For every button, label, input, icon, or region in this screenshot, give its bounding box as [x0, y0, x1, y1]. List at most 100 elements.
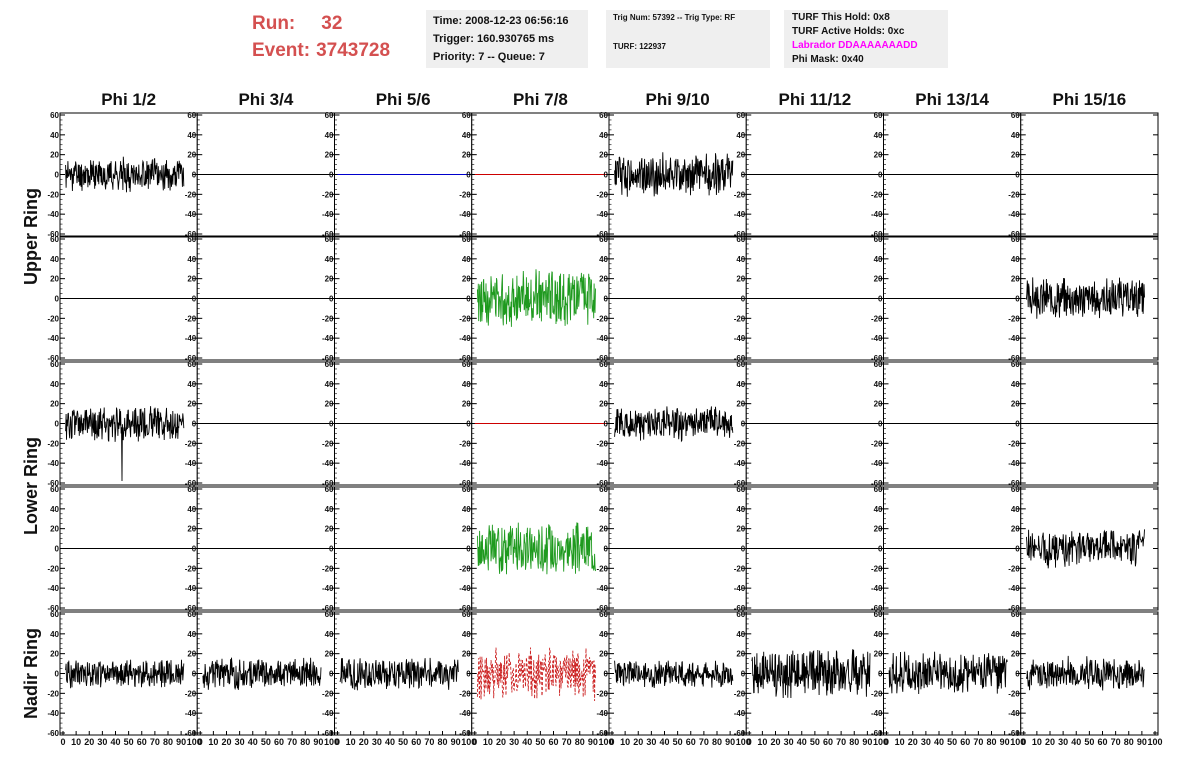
x-tick-label: 10 [483, 737, 493, 747]
y-tick-label: 40 [325, 630, 334, 639]
y-tick-label: -40 [734, 459, 746, 468]
y-tick-label: -40 [322, 210, 334, 219]
y-tick-label: -60 [1008, 230, 1020, 239]
y-tick-label: -40 [185, 459, 197, 468]
event-label: Event: [252, 40, 311, 61]
y-tick-label: -40 [47, 584, 59, 593]
waveform-panel: 60 40 20 0 -20 -40 -60 [1008, 485, 1159, 613]
y-tick-label: -60 [871, 729, 883, 738]
y-tick-label: 20 [1011, 275, 1020, 284]
phi-column-label: Phi 13/14 [915, 90, 989, 109]
x-tick-label: 80 [163, 737, 173, 747]
waveform-panel: 60 40 20 0 -20 -40 -60 [734, 111, 884, 239]
waveform-panel: 60 40 20 0 -20 -40 -60 [459, 360, 610, 488]
y-tick-label: -20 [596, 190, 608, 199]
y-tick-label: 40 [50, 505, 59, 514]
y-tick-label: 40 [736, 630, 745, 639]
x-tick-label: 70 [699, 737, 709, 747]
y-tick-label: 60 [187, 610, 196, 619]
waveform-panel: 60 40 20 0 -20 -40 -60 [322, 235, 473, 363]
y-tick-label: 20 [874, 275, 883, 284]
x-tick-label: 50 [398, 737, 408, 747]
y-tick-label: -40 [596, 709, 608, 718]
x-tick-label: 90 [1137, 737, 1147, 747]
x-tick-label: 90 [862, 737, 872, 747]
waveform-trace [65, 406, 185, 482]
y-tick-label: 0 [741, 171, 746, 180]
y-tick-label: 60 [50, 235, 59, 244]
y-tick-label: -40 [185, 334, 197, 343]
y-tick-label: -40 [596, 210, 608, 219]
y-tick-label: 60 [736, 235, 745, 244]
run-value: 32 [321, 13, 343, 34]
y-tick-label: -20 [459, 439, 471, 448]
y-tick-label: 0 [878, 171, 883, 180]
y-tick-label: 0 [604, 171, 609, 180]
waveform-trace [476, 522, 596, 575]
y-tick-label: -60 [871, 354, 883, 363]
y-tick-label: -60 [185, 479, 197, 488]
waveform-panel: 60 40 20 0 -20 -40 -60 [459, 235, 610, 363]
y-tick-label: 0 [466, 420, 471, 429]
y-tick-label: -20 [47, 439, 59, 448]
x-tick-label: 30 [1058, 737, 1068, 747]
phi-column-label: Phi 3/4 [238, 90, 293, 109]
x-tick-label: 100 [736, 737, 751, 747]
y-tick-label: 60 [187, 485, 196, 494]
y-tick-label: -40 [47, 334, 59, 343]
x-tick-label: 80 [986, 737, 996, 747]
y-tick-label: 20 [1011, 151, 1020, 160]
y-tick-label: -40 [459, 584, 471, 593]
y-tick-label: 20 [874, 400, 883, 409]
y-tick-label: 60 [50, 111, 59, 120]
y-tick-label: -60 [871, 479, 883, 488]
y-tick-label: -40 [1008, 709, 1020, 718]
waveform-panel: 60 40 20 0 -20 -40 -60 [185, 111, 335, 239]
x-tick-label: 30 [509, 737, 519, 747]
waveform-panel: 60 40 20 0 -20 -40 -60 [734, 610, 884, 738]
run-event-display: Run: 32 Event: 3743728 [252, 10, 390, 64]
x-tick-label: 40 [797, 737, 807, 747]
y-tick-label: 0 [604, 670, 609, 679]
y-tick-label: -40 [185, 709, 197, 718]
y-tick-label: 20 [599, 275, 608, 284]
y-tick-label: -60 [185, 604, 197, 613]
y-tick-label: 0 [329, 670, 334, 679]
y-tick-label: -40 [871, 709, 883, 718]
y-tick-label: 20 [599, 525, 608, 534]
waveform-trace [1025, 655, 1145, 691]
y-tick-label: 60 [462, 485, 471, 494]
y-tick-label: -20 [1008, 190, 1020, 199]
y-tick-label: -40 [871, 210, 883, 219]
waveform-panel: 60 40 20 0 -20 -40 -60 [1008, 360, 1159, 488]
y-tick-label: -60 [871, 230, 883, 239]
x-tick-label: 50 [535, 737, 545, 747]
y-tick-label: -60 [734, 479, 746, 488]
y-tick-label: 40 [325, 505, 334, 514]
waveform-panel: 60 40 20 0 -20 -40 -60 [734, 485, 884, 613]
ring-labels: Upper Ring Lower Ring Nadir Ring [21, 188, 41, 719]
y-tick-label: 40 [325, 131, 334, 140]
y-tick-label: 20 [462, 151, 471, 160]
x-tick-label: 70 [424, 737, 434, 747]
x-tick-label: 100 [1147, 737, 1162, 747]
waveform-panel: 60 40 20 0 -20 -40 -60 [322, 111, 473, 239]
y-tick-label: -40 [1008, 334, 1020, 343]
x-tick-label: 30 [646, 737, 656, 747]
y-tick-label: 40 [736, 255, 745, 264]
waveform-panels: 6040200-20-40-606040200-20-40-606040200-… [47, 111, 1159, 738]
y-tick-label: 0 [55, 295, 60, 304]
y-tick-label: 40 [1011, 380, 1020, 389]
y-tick-label: 40 [1011, 505, 1020, 514]
y-tick-label: 20 [874, 151, 883, 160]
y-tick-label: -60 [1008, 479, 1020, 488]
waveform-panel: 60 40 20 0 -20 -40 -60 [459, 111, 610, 239]
y-tick-label: 20 [599, 650, 608, 659]
waveform-panel: 60 40 20 0 -20 -40 -60 [185, 610, 335, 738]
y-tick-label: -40 [459, 459, 471, 468]
x-tick-label: 30 [97, 737, 107, 747]
phi-column-labels: Phi 1/2 Phi 3/4 Phi 5/6 Phi 7/8 Phi 9/10 Phi … [101, 90, 1126, 109]
y-tick-label: 0 [741, 545, 746, 554]
y-tick-label: 20 [187, 151, 196, 160]
y-tick-label: 60 [599, 235, 608, 244]
